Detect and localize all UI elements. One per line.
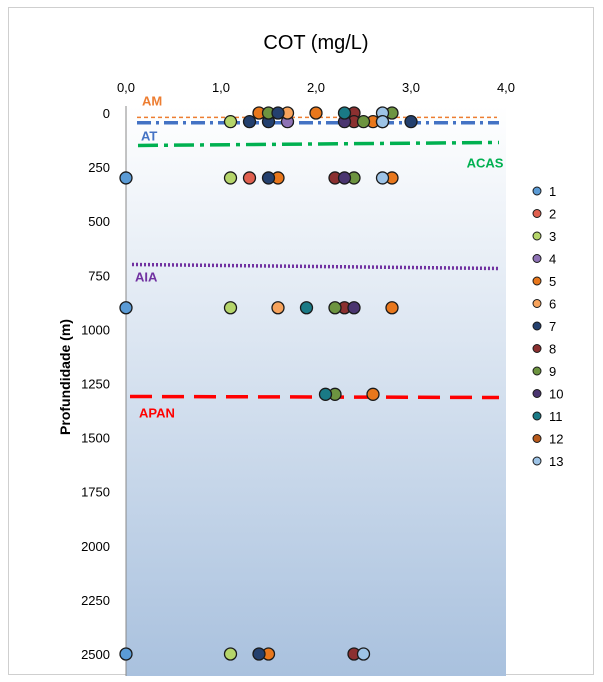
- chart-figure: COT (mg/L) 0,0 1,0 2,0 3,0 4,0 0 250 500 750 100…: [8, 7, 594, 676]
- legend-label: 8: [549, 342, 556, 357]
- reference-line-label: AIA: [135, 269, 158, 284]
- data-point: [337, 106, 352, 120]
- legend-marker: [532, 434, 542, 443]
- data-point: [223, 115, 238, 129]
- data-point: [299, 301, 314, 315]
- reference-line-label: AM: [142, 93, 162, 108]
- x-tick-label: 0,0: [117, 80, 135, 95]
- legend-marker: [532, 389, 542, 398]
- y-tick-label: 2500: [81, 647, 110, 662]
- data-point: [356, 647, 371, 661]
- y-tick-label: 1000: [81, 322, 110, 337]
- legend-marker: [532, 231, 542, 241]
- reference-line-label: AT: [141, 129, 157, 144]
- reference-line-label: APAN: [139, 405, 175, 420]
- legend-label: 6: [549, 297, 556, 312]
- legend-marker: [532, 209, 542, 218]
- legend-marker: [532, 344, 542, 353]
- x-tick-label: 4,0: [497, 80, 515, 95]
- x-tick-label: 1,0: [212, 80, 230, 95]
- y-tick-label: 2000: [81, 539, 110, 554]
- data-point: [119, 301, 133, 315]
- legend-label: 10: [549, 387, 563, 402]
- chart-title: COT (mg/L): [263, 32, 368, 54]
- legend-marker: [532, 366, 542, 376]
- legend-label: 5: [549, 274, 556, 289]
- reference-line: [131, 262, 500, 271]
- data-point: [356, 115, 371, 129]
- data-point: [385, 301, 399, 315]
- chart-svg: COT (mg/L) 0,0 1,0 2,0 3,0 4,0 0250500750100…: [57, 32, 563, 676]
- data-point: [119, 647, 133, 661]
- legend-marker: [532, 321, 542, 331]
- legend-marker: [532, 411, 542, 421]
- data-point: [337, 171, 352, 185]
- data-point: [318, 387, 333, 401]
- legend-label: 11: [549, 409, 563, 424]
- data-point: [328, 301, 342, 315]
- legend-label: 1: [549, 184, 556, 199]
- legend-label: 7: [549, 319, 556, 334]
- legend-label: 12: [549, 432, 563, 447]
- y-tick-labels: 0 250 500 750 1000 1250 1500 1750 2000 2250 2500: [81, 106, 110, 662]
- reference-lines: AM AT ACAS AIA APAN: [129, 93, 504, 420]
- plot-area: [126, 106, 506, 676]
- y-tick-label: 2250: [81, 593, 110, 608]
- data-point: [223, 301, 238, 315]
- y-tick-label: 0: [103, 106, 110, 121]
- y-tick-label: 250: [88, 160, 110, 175]
- legend-label: 2: [549, 207, 556, 222]
- data-point: [271, 301, 285, 315]
- data-point: [242, 171, 257, 185]
- legend-marker: [532, 276, 542, 286]
- data-point: [375, 171, 390, 185]
- y-tick-label: 750: [88, 268, 110, 283]
- x-tick-label: 2,0: [307, 80, 325, 95]
- data-point: [375, 115, 390, 129]
- y-tick-label: 1500: [81, 431, 110, 446]
- reference-line: [137, 140, 500, 148]
- y-tick-label: 1250: [81, 377, 110, 392]
- legend-label: 13: [549, 454, 563, 469]
- y-tick-label: 500: [88, 214, 110, 229]
- data-point: [347, 301, 361, 315]
- x-tick-label: 3,0: [402, 80, 420, 95]
- data-point: [119, 171, 133, 185]
- data-point: [404, 115, 418, 129]
- data-point: [271, 106, 285, 120]
- legend-label: 4: [549, 252, 556, 267]
- data-points: [119, 106, 418, 661]
- data-point: [309, 106, 323, 120]
- y-axis-label: Profundidade (m): [57, 319, 73, 435]
- legend-marker: [532, 186, 542, 196]
- data-point: [223, 647, 238, 661]
- reference-line: [129, 394, 500, 400]
- legend-marker: [532, 299, 542, 308]
- y-tick-label: 1750: [81, 485, 110, 500]
- legend-label: 9: [549, 364, 556, 379]
- legend-label: 3: [549, 229, 556, 244]
- data-point: [366, 387, 380, 401]
- legend-marker: [532, 456, 542, 466]
- data-point: [223, 171, 238, 185]
- data-point: [242, 115, 257, 129]
- x-tick-labels: 0,0 1,0 2,0 3,0 4,0: [117, 80, 515, 95]
- data-point: [261, 171, 276, 185]
- data-point: [252, 647, 266, 661]
- reference-line-label: ACAS: [467, 155, 504, 170]
- legend-marker: [532, 254, 542, 263]
